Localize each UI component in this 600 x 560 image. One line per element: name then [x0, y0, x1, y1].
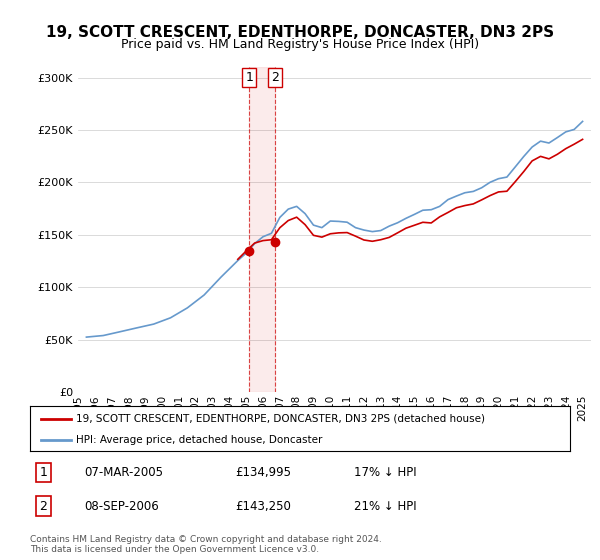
Text: 2: 2 [271, 71, 278, 84]
Text: 1: 1 [40, 466, 47, 479]
Bar [249, 67, 275, 392]
Text: 19, SCOTT CRESCENT, EDENTHORPE, DONCASTER, DN3 2PS (detached house): 19, SCOTT CRESCENT, EDENTHORPE, DONCASTE… [76, 413, 485, 423]
Text: £134,995: £134,995 [235, 466, 291, 479]
Text: 2: 2 [40, 500, 47, 512]
Text: 08-SEP-2006: 08-SEP-2006 [84, 500, 159, 512]
Text: 17% ↓ HPI: 17% ↓ HPI [354, 466, 416, 479]
Text: Price paid vs. HM Land Registry's House Price Index (HPI): Price paid vs. HM Land Registry's House … [121, 38, 479, 51]
Text: 07-MAR-2005: 07-MAR-2005 [84, 466, 163, 479]
Text: 19, SCOTT CRESCENT, EDENTHORPE, DONCASTER, DN3 2PS: 19, SCOTT CRESCENT, EDENTHORPE, DONCASTE… [46, 25, 554, 40]
Text: £143,250: £143,250 [235, 500, 291, 512]
Text: 21% ↓ HPI: 21% ↓ HPI [354, 500, 416, 512]
Text: 1: 1 [245, 71, 253, 84]
Text: HPI: Average price, detached house, Doncaster: HPI: Average price, detached house, Donc… [76, 435, 322, 445]
Text: Contains HM Land Registry data © Crown copyright and database right 2024.
This d: Contains HM Land Registry data © Crown c… [30, 535, 382, 554]
